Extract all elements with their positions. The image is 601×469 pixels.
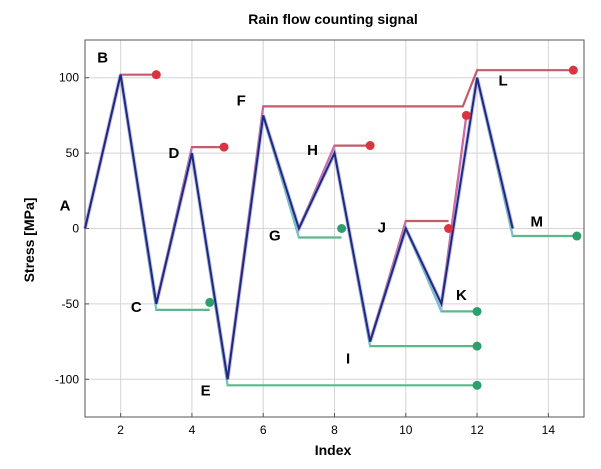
point-label-a: A <box>60 198 71 215</box>
peak-flow-end-marker <box>151 70 161 80</box>
y-tick-label: 100 <box>59 71 79 85</box>
y-tick-label: -100 <box>55 372 79 386</box>
flow-end-markers <box>151 65 582 390</box>
x-axis-label: Index <box>315 442 352 458</box>
x-tick-label: 4 <box>189 423 196 437</box>
point-label-g: G <box>269 228 281 245</box>
y-tick-label: 0 <box>72 222 79 236</box>
peak-flow-end-marker <box>444 224 454 233</box>
point-label-f: F <box>237 92 246 109</box>
grid <box>85 40 584 417</box>
peak-flow-end-marker <box>461 110 471 120</box>
valley-flow-end-marker <box>572 231 582 241</box>
flow-paths <box>83 69 577 387</box>
x-tick-label: 8 <box>331 423 338 437</box>
valley-flow-end-marker <box>205 297 215 307</box>
y-tick-label: -50 <box>62 297 80 311</box>
point-label-e: E <box>201 382 211 399</box>
valley-flow-end-marker <box>337 224 347 233</box>
x-tick-label: 2 <box>117 423 124 437</box>
peak-flow-end-marker <box>365 141 375 151</box>
peak-flow-end-marker <box>219 142 229 152</box>
peak-flow-path <box>226 69 574 380</box>
y-tick-label: 50 <box>66 146 80 160</box>
x-tick-label: 14 <box>542 423 556 437</box>
point-label-k: K <box>456 287 467 304</box>
x-tick-label: 6 <box>260 423 267 437</box>
point-label-m: M <box>530 214 543 231</box>
valley-flow-path <box>476 77 577 238</box>
valley-flow-end-marker <box>472 306 482 316</box>
point-label-l: L <box>498 73 507 90</box>
signal-series <box>83 74 515 380</box>
x-tick-label: 12 <box>470 423 484 437</box>
chart-title: Rain flow counting signal <box>248 11 418 27</box>
point-label-d: D <box>169 145 180 162</box>
x-axis-ticks: 2 4 6 8 10 12 14 <box>117 413 555 437</box>
point-label-i: I <box>346 351 350 368</box>
x-tick-label: 10 <box>399 423 413 437</box>
point-label-j: J <box>378 220 386 237</box>
y-axis-label: Stress [MPa] <box>21 198 37 283</box>
signal-line <box>84 74 514 380</box>
valley-flow-end-marker <box>472 341 482 351</box>
point-label-c: C <box>131 299 142 316</box>
point-label-h: H <box>307 142 318 159</box>
valley-flow-end-marker <box>472 380 482 390</box>
peak-flow-end-marker <box>568 65 578 75</box>
point-label-b: B <box>97 50 108 67</box>
point-labels: A B C D E F G H I J K L M <box>60 50 543 400</box>
y-axis-ticks: 100 50 0 -50 -100 <box>55 71 89 386</box>
